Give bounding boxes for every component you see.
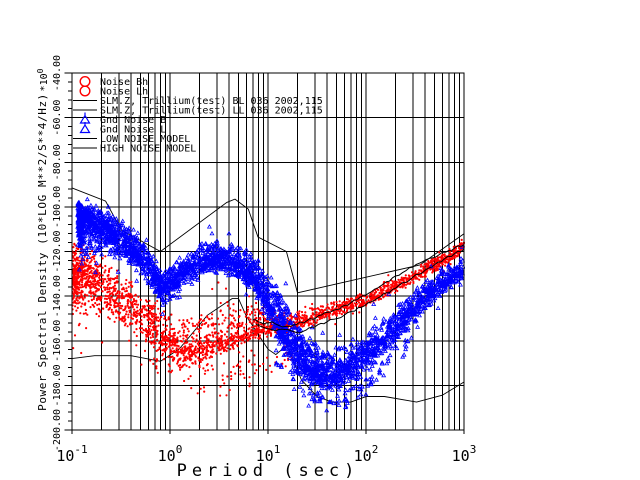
legend-item: LOW NOISE MODEL	[73, 134, 190, 145]
y-tick-label: -160.00	[52, 320, 63, 362]
axis-tick-labels: -40.00 -60.00 -80.00 -100.00 -120.00 -140.00 -…	[52, 55, 476, 465]
legend-item: Noise Lh	[79, 85, 148, 98]
axis-ticks	[64, 72, 465, 434]
legend-item-label: Noise Lh	[100, 87, 148, 98]
x-tick-label: 103	[452, 443, 477, 465]
y-tick-label: -40.00	[52, 55, 63, 91]
y-tick-label: -80.00	[52, 144, 63, 180]
legend-item: HIGH NOISE MODEL	[73, 144, 196, 155]
legend-item-label: Noise Bh	[100, 77, 148, 88]
legend-item-label: Gnd Noise L	[100, 125, 166, 136]
circle-marker-icon	[79, 85, 91, 97]
y-tick-label: -120.00	[52, 230, 63, 272]
x-axis-label: Period (sec)	[177, 461, 360, 480]
y-tick-label: -140.00	[52, 275, 63, 317]
red-noise-scatter	[71, 238, 465, 371]
slm-trace	[252, 244, 465, 328]
y-tick-label: -200.00	[52, 409, 63, 451]
x-tick-label: 100	[158, 443, 183, 465]
x-tick-label: 102	[354, 443, 379, 465]
legend-item-label: Gnd Noise B	[100, 115, 166, 126]
legend-item: SLM.Z, Trillium(test) BL 036 2002,115	[73, 96, 323, 107]
blue-ground-noise-scatter	[273, 335, 414, 413]
legend-item: Gnd Noise L	[79, 122, 166, 136]
y-tick-label: -100.00	[52, 186, 63, 228]
legend-item-label: SLM.Z, Trillium(test) LL 036 2002,115	[100, 106, 323, 117]
legend-item-label: SLM.Z, Trillium(test) BL 036 2002,115	[100, 96, 323, 107]
scatter-points	[71, 196, 465, 413]
y-tick-label: -180.00	[52, 364, 63, 406]
blue-ground-noise-scatter	[75, 196, 465, 392]
low-noise-model-curve	[71, 298, 465, 403]
legend-item-label: HIGH NOISE MODEL	[100, 144, 196, 155]
slm-trace	[255, 248, 465, 334]
x-tick-label: 10-1	[56, 443, 87, 465]
y-tick-label: -60.00	[52, 100, 63, 136]
legend-item: SLM.Z, Trillium(test) LL 036 2002,115	[73, 106, 323, 117]
circle-marker-icon	[79, 75, 91, 87]
legend-item-label: LOW NOISE MODEL	[100, 134, 190, 145]
triangle-marker-icon	[79, 122, 91, 134]
y-axis-scale-factor: *100	[36, 68, 50, 91]
y-axis-label: Power Spectral Density (10*LOG M**2/S**4…	[36, 93, 49, 411]
x-tick-label: 101	[256, 443, 281, 465]
